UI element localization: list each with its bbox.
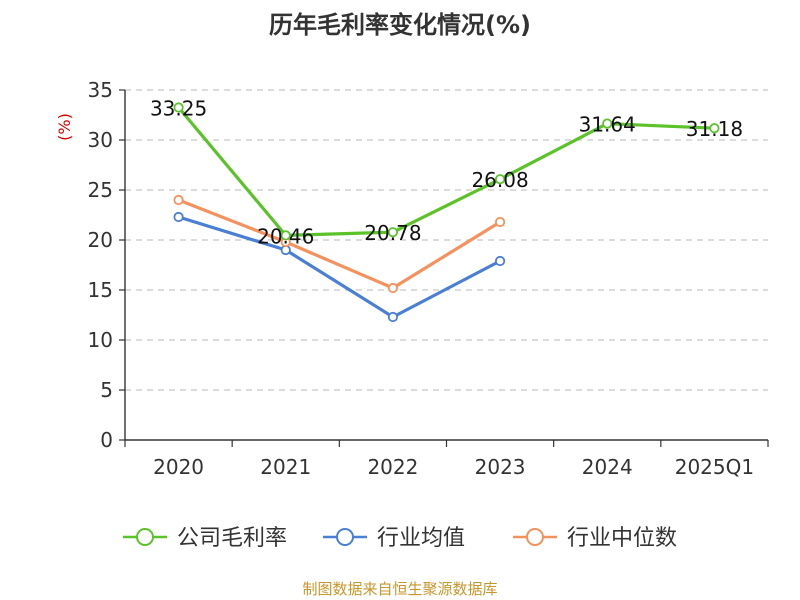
legend-label: 公司毛利率 xyxy=(177,526,287,551)
series-line-0 xyxy=(176,105,717,237)
y-tick-label: 25 xyxy=(88,178,113,202)
data-point xyxy=(387,311,399,323)
axes: 0 5 10 15 20 25 30 35 2020 2021 2022 2023 2024 2025Q1 xyxy=(88,78,769,479)
x-tick-label: 2020 xyxy=(153,455,204,479)
legend-marker xyxy=(136,528,154,546)
legend: 公司毛利率 行业均值 行业中位数 xyxy=(123,526,677,551)
data-point xyxy=(709,123,720,134)
data-point xyxy=(494,174,506,185)
data-point xyxy=(387,282,399,294)
data-label: 20.78 xyxy=(364,221,421,245)
x-tick-label: 2022 xyxy=(367,455,418,479)
y-tick-label: 20 xyxy=(88,228,113,252)
grid-lines xyxy=(125,89,768,391)
data-point xyxy=(173,194,184,206)
data-point xyxy=(602,118,613,129)
data-label: 31.18 xyxy=(686,117,743,141)
y-tick-label: 30 xyxy=(88,128,113,152)
x-tick-label: 2021 xyxy=(260,455,311,479)
legend-label: 行业均值 xyxy=(377,526,465,551)
y-tick-label: 0 xyxy=(100,428,113,452)
x-tick-label: 2023 xyxy=(475,455,526,479)
y-tick-label: 35 xyxy=(88,78,113,102)
series-line-2 xyxy=(176,198,502,290)
legend-label: 行业中位数 xyxy=(567,526,677,551)
series-line-1 xyxy=(176,215,502,319)
x-tick-label: 2025Q1 xyxy=(675,455,754,479)
source-note: 制图数据来自恒生聚源数据库 xyxy=(302,580,497,598)
data-point xyxy=(387,227,399,238)
chart-title: 历年毛利率变化情况(%) xyxy=(269,11,531,39)
data-label: 33.25 xyxy=(150,97,207,121)
y-tick-label: 15 xyxy=(88,278,113,302)
data-point xyxy=(494,255,506,267)
data-point xyxy=(173,211,184,223)
data-label: 20.46 xyxy=(257,224,314,248)
data-labels: 33.25 20.46 20.78 26.08 31.64 31.18 xyxy=(150,97,743,249)
data-point xyxy=(494,216,506,228)
series-lines xyxy=(173,102,720,323)
y-tick-label: 10 xyxy=(88,328,113,352)
data-label: 26.08 xyxy=(471,168,528,192)
x-tick-label: 2024 xyxy=(582,455,633,479)
data-label: 31.64 xyxy=(579,113,636,137)
y-axis-unit-label: (%) xyxy=(55,113,74,141)
data-point xyxy=(173,102,184,113)
legend-marker xyxy=(336,528,354,546)
y-tick-label: 5 xyxy=(100,378,113,402)
data-point xyxy=(280,230,291,241)
legend-marker xyxy=(526,528,544,546)
